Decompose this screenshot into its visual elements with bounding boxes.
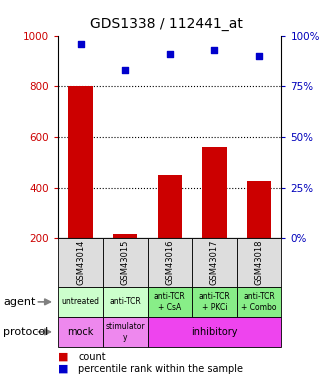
Text: anti-TCR: anti-TCR bbox=[109, 297, 141, 306]
Bar bbox=[237, 287, 281, 317]
Text: GSM43016: GSM43016 bbox=[165, 240, 174, 285]
Point bbox=[123, 67, 128, 73]
Text: untreated: untreated bbox=[62, 297, 100, 306]
Bar bbox=[237, 238, 281, 287]
Text: agent: agent bbox=[3, 297, 36, 307]
Text: GSM43018: GSM43018 bbox=[254, 240, 264, 285]
Bar bbox=[148, 238, 192, 287]
Bar bbox=[192, 238, 237, 287]
Point bbox=[256, 53, 262, 59]
Text: ■: ■ bbox=[58, 364, 69, 374]
Point bbox=[167, 51, 172, 57]
Text: count: count bbox=[78, 352, 106, 362]
Bar bbox=[58, 287, 103, 317]
Text: percentile rank within the sample: percentile rank within the sample bbox=[78, 364, 243, 374]
Bar bbox=[192, 287, 237, 317]
Bar bbox=[103, 238, 148, 287]
Text: GSM43017: GSM43017 bbox=[210, 240, 219, 285]
Text: mock: mock bbox=[67, 327, 94, 337]
Text: GDS1338 / 112441_at: GDS1338 / 112441_at bbox=[90, 17, 243, 31]
Text: GSM43015: GSM43015 bbox=[121, 240, 130, 285]
Bar bbox=[158, 175, 182, 238]
Text: stimulator
y: stimulator y bbox=[106, 322, 145, 342]
Text: GSM43014: GSM43014 bbox=[76, 240, 85, 285]
Text: anti-TCR
+ Combo: anti-TCR + Combo bbox=[241, 292, 277, 312]
Bar bbox=[148, 317, 281, 347]
Text: protocol: protocol bbox=[3, 327, 49, 337]
Bar bbox=[58, 238, 103, 287]
Bar bbox=[68, 86, 93, 238]
Point bbox=[212, 47, 217, 53]
Bar bbox=[113, 234, 138, 238]
Text: anti-TCR
+ PKCi: anti-TCR + PKCi bbox=[198, 292, 230, 312]
Text: anti-TCR
+ CsA: anti-TCR + CsA bbox=[154, 292, 186, 312]
Text: inhibitory: inhibitory bbox=[191, 327, 238, 337]
Bar bbox=[58, 317, 103, 347]
Bar bbox=[103, 317, 148, 347]
Point bbox=[78, 41, 83, 47]
Text: ■: ■ bbox=[58, 352, 69, 362]
Bar bbox=[202, 147, 227, 238]
Bar bbox=[103, 287, 148, 317]
Bar bbox=[148, 287, 192, 317]
Bar bbox=[247, 181, 271, 238]
